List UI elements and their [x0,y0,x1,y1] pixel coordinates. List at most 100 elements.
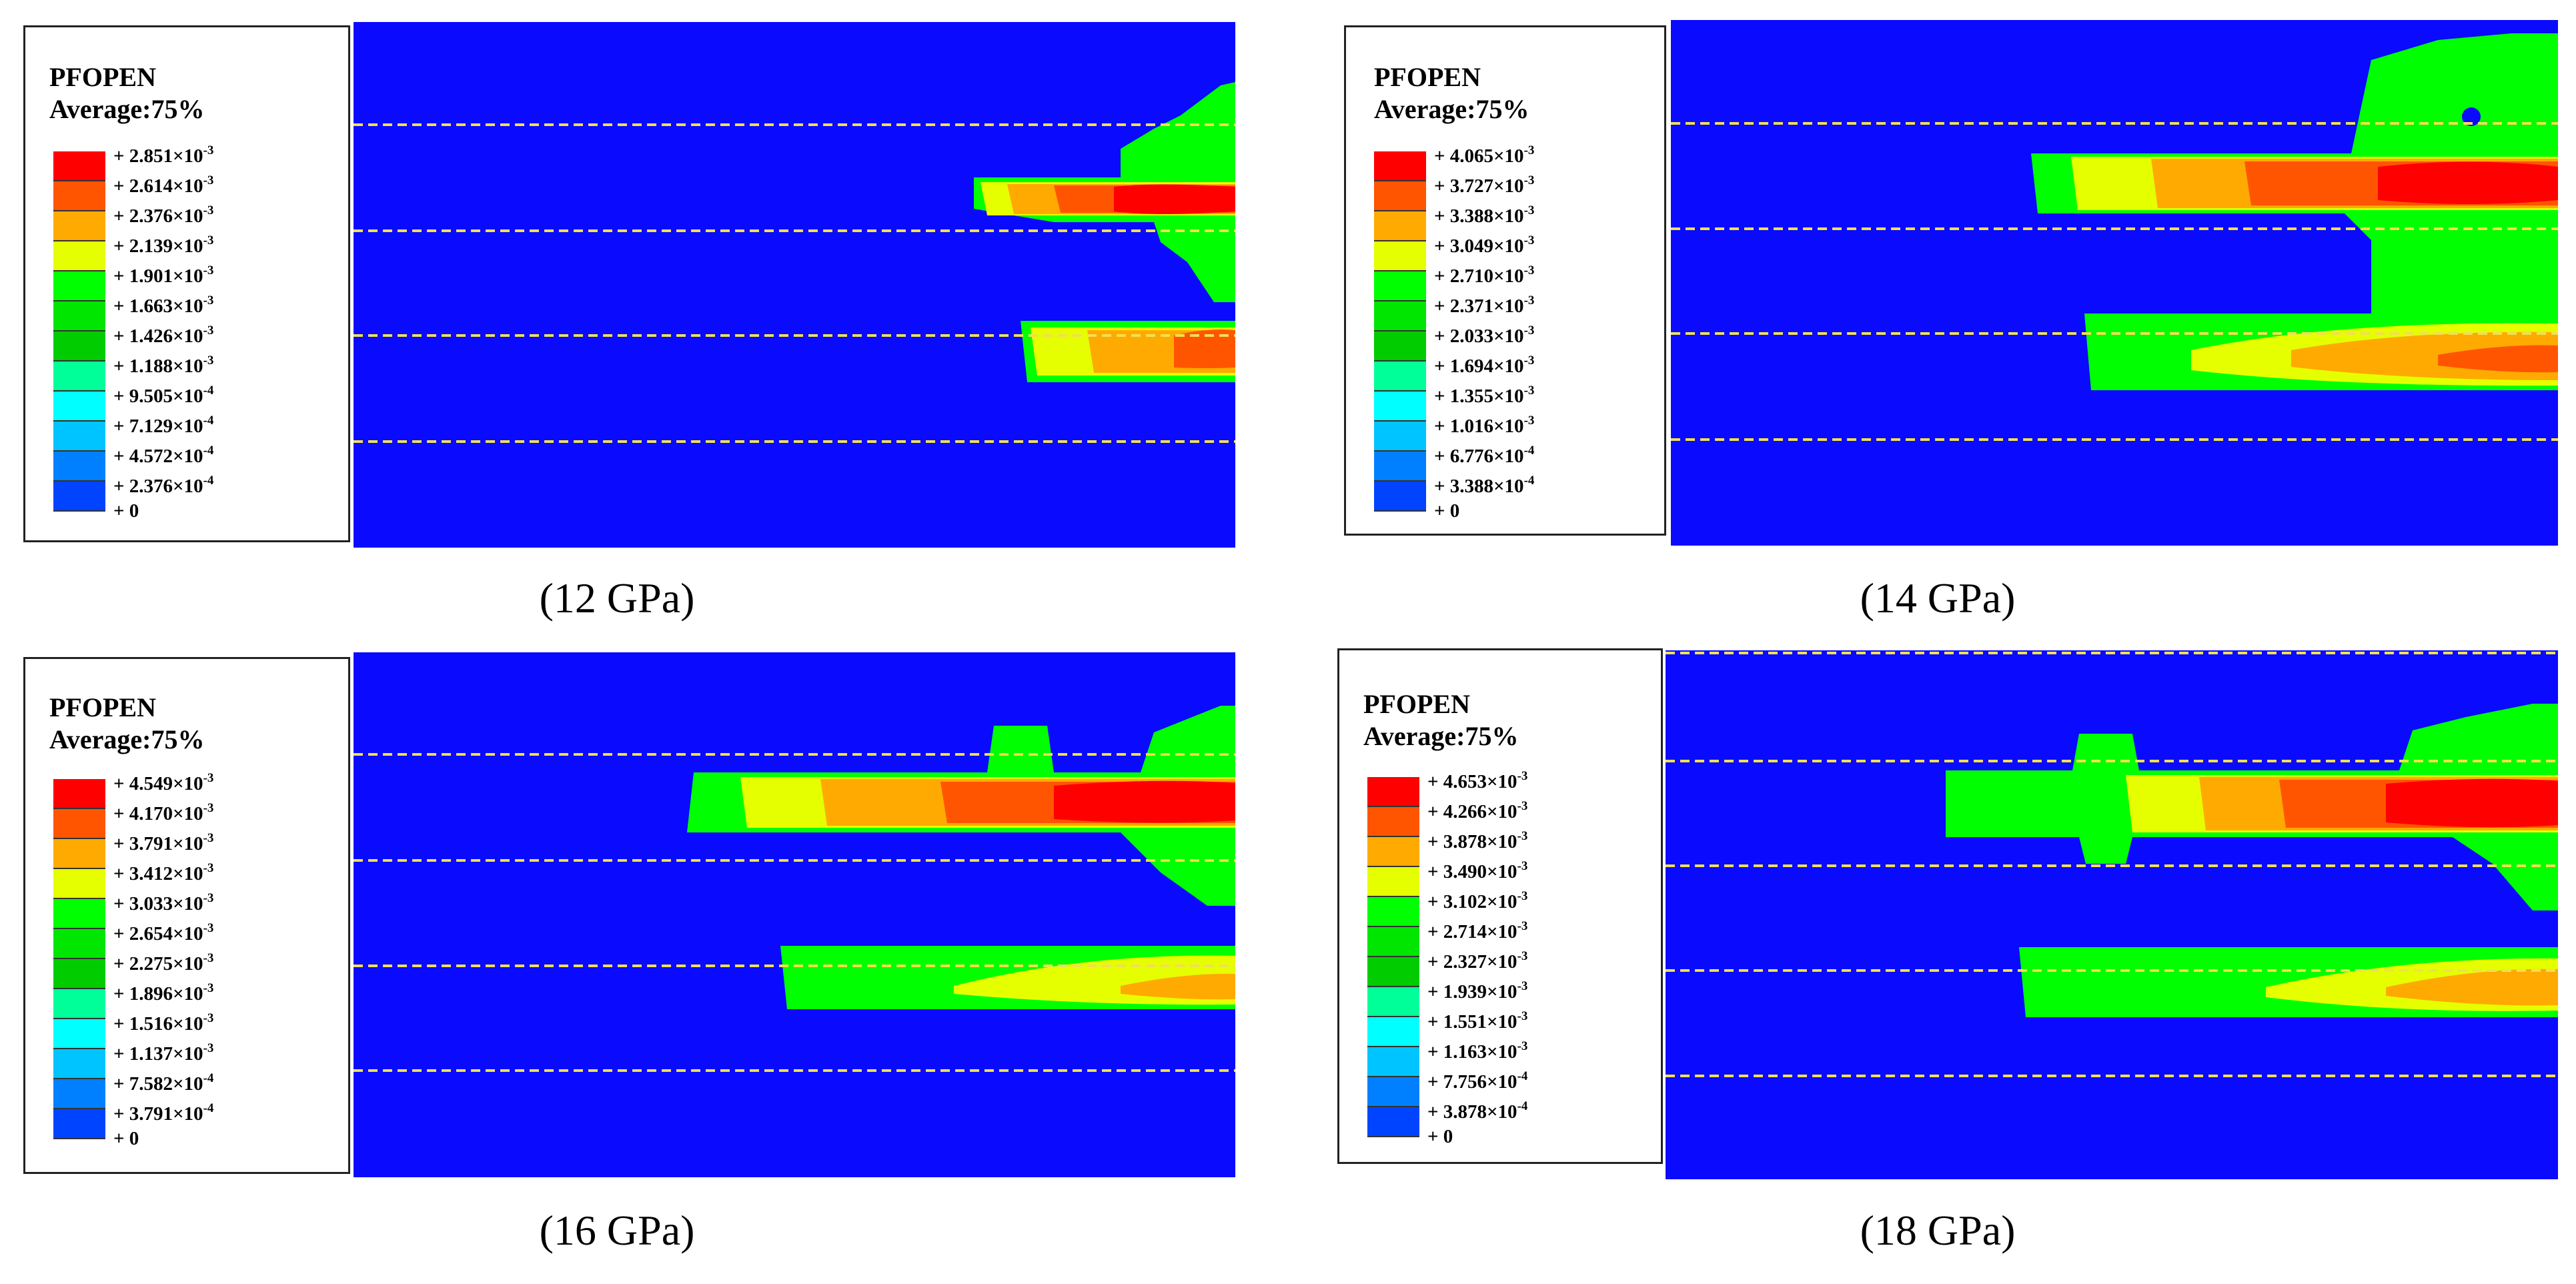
legend-title: PFOPEN [1363,689,1470,719]
legend-tick-label: + 3.490×10-3 [1427,859,1528,882]
legend-swatch [1374,181,1426,211]
legend-tick-label: + 3.791×10-4 [113,1101,214,1125]
legend-title: PFOPEN [49,692,156,722]
legend-swatch [53,482,105,512]
legend-row: + 2.851×10-3 [53,143,348,181]
legend-row: + 1.016×10-3 [1374,414,1664,452]
legend-row: + 4.549×10-3 [53,771,348,809]
legend-row: + 3.388×10-3 [1374,203,1664,241]
legend-tick-label: + 1.355×10-3 [1434,384,1535,407]
panel-caption: (14 GPa) [1860,574,2016,622]
legend-row: + 0 [53,501,348,542]
legend-row: + 3.878×10-3 [1367,829,1661,867]
legend-row: + 3.412×10-3 [53,861,348,899]
legend-swatch [53,1109,105,1139]
legend-tick-label: + 3.878×10-4 [1427,1099,1528,1123]
legend-row: + 3.102×10-3 [1367,889,1661,927]
legend-tick-label: + 4.266×10-3 [1427,799,1528,822]
legend-row: + 1.551×10-3 [1367,1009,1661,1047]
legend-title: PFOPEN [1374,62,1481,92]
legend-tick-label: + 1.939×10-3 [1427,979,1528,1003]
legend-tick-label: + 1.426×10-3 [113,324,214,347]
legend-row: + 3.791×10-4 [53,1101,348,1139]
legend-swatch [53,332,105,362]
legend-row: + 1.939×10-3 [1367,979,1661,1017]
legend-tick-label: + 2.851×10-3 [113,143,214,167]
legend-row: + 2.710×10-3 [1374,263,1664,301]
legend-row: + 3.878×10-4 [1367,1099,1661,1137]
legend-tick-label: + 2.033×10-3 [1434,324,1535,347]
legend-tick-label: + 1.163×10-3 [1427,1039,1528,1063]
legend-swatch [53,151,105,181]
legend-tick-label: + 2.275×10-3 [113,951,214,975]
legend-row: + 3.049×10-3 [1374,233,1664,271]
legend-row: + 1.663×10-3 [53,293,348,332]
legend-swatch [53,809,105,839]
legend-row: + 0 [1374,501,1664,542]
legend: PFOPEN Average:75% + 4.065×10-3 + 3.727×1… [1344,25,1666,536]
legend-row: + 2.327×10-3 [1367,949,1661,987]
legend-row: + 2.376×10-4 [53,474,348,512]
legend-swatch [1374,151,1426,181]
legend-swatch [1374,422,1426,452]
legend-tick-label: + 3.727×10-3 [1434,173,1535,197]
legend-row: + 3.490×10-3 [1367,859,1661,897]
legend-tick-label: + 7.582×10-4 [113,1071,214,1095]
contour-plot [1666,650,2558,1179]
legend-row: + 1.516×10-3 [53,1011,348,1049]
legend-swatch [53,869,105,899]
legend-row: + 2.654×10-3 [53,921,348,959]
legend-row: + 2.371×10-3 [1374,293,1664,332]
panel-caption: (16 GPa) [539,1207,695,1254]
legend-swatch [1367,957,1419,987]
legend-row: + 1.426×10-3 [53,324,348,362]
legend-swatch [1374,271,1426,301]
legend-tick-label: + 3.791×10-3 [113,831,214,854]
legend-swatch [53,241,105,271]
legend-tick-label: + 3.388×10-4 [1434,474,1535,497]
legend-tick-label: + 1.896×10-3 [113,981,214,1005]
legend-row: + 3.727×10-3 [1374,173,1664,211]
legend-row: + 2.033×10-3 [1374,324,1664,362]
legend-row: + 1.163×10-3 [1367,1039,1661,1077]
legend-tick-label: + 1.137×10-3 [113,1041,214,1065]
legend-tick-label: + 0 [1427,1126,1453,1147]
legend-swatch [53,271,105,301]
legend-row: + 2.139×10-3 [53,233,348,271]
legend-tick-label: + 4.572×10-4 [113,444,214,467]
legend-row: + 2.275×10-3 [53,951,348,989]
legend-tick-label: + 4.065×10-3 [1434,143,1535,167]
legend-swatch [53,1049,105,1079]
legend-swatch [1367,837,1419,867]
legend-swatch [1367,867,1419,897]
legend-tick-label: + 3.033×10-3 [113,891,214,914]
legend-swatch [53,1079,105,1109]
legend-row: + 9.505×10-4 [53,384,348,422]
legend-swatch [1367,807,1419,837]
legend-row: + 4.572×10-4 [53,444,348,482]
legend-swatch [1367,1077,1419,1107]
legend-tick-label: + 4.653×10-3 [1427,769,1528,792]
legend-tick-label: + 2.654×10-3 [113,921,214,944]
legend-tick-label: + 9.505×10-4 [113,384,214,407]
legend-row: + 1.694×10-3 [1374,354,1664,392]
legend-row: + 7.129×10-4 [53,414,348,452]
legend-tick-label: + 3.878×10-3 [1427,829,1528,852]
legend-subtitle: Average:75% [49,94,205,124]
legend-row: + 4.653×10-3 [1367,769,1661,807]
legend-swatch [1374,241,1426,271]
legend-row: + 2.714×10-3 [1367,919,1661,957]
legend-swatch [1367,1107,1419,1137]
legend-row: + 2.376×10-3 [53,203,348,241]
legend-row: + 7.582×10-4 [53,1071,348,1109]
contour-plot [354,22,1235,548]
legend-row: + 6.776×10-4 [1374,444,1664,482]
legend-swatch [53,779,105,809]
legend-tick-label: + 1.516×10-3 [113,1011,214,1035]
legend-swatch [53,452,105,482]
legend-tick-label: + 2.714×10-3 [1427,919,1528,942]
legend-tick-label: + 7.756×10-4 [1427,1069,1528,1093]
legend-title: PFOPEN [49,62,156,92]
legend-subtitle: Average:75% [1363,721,1519,751]
contour-plot [1671,20,2558,546]
